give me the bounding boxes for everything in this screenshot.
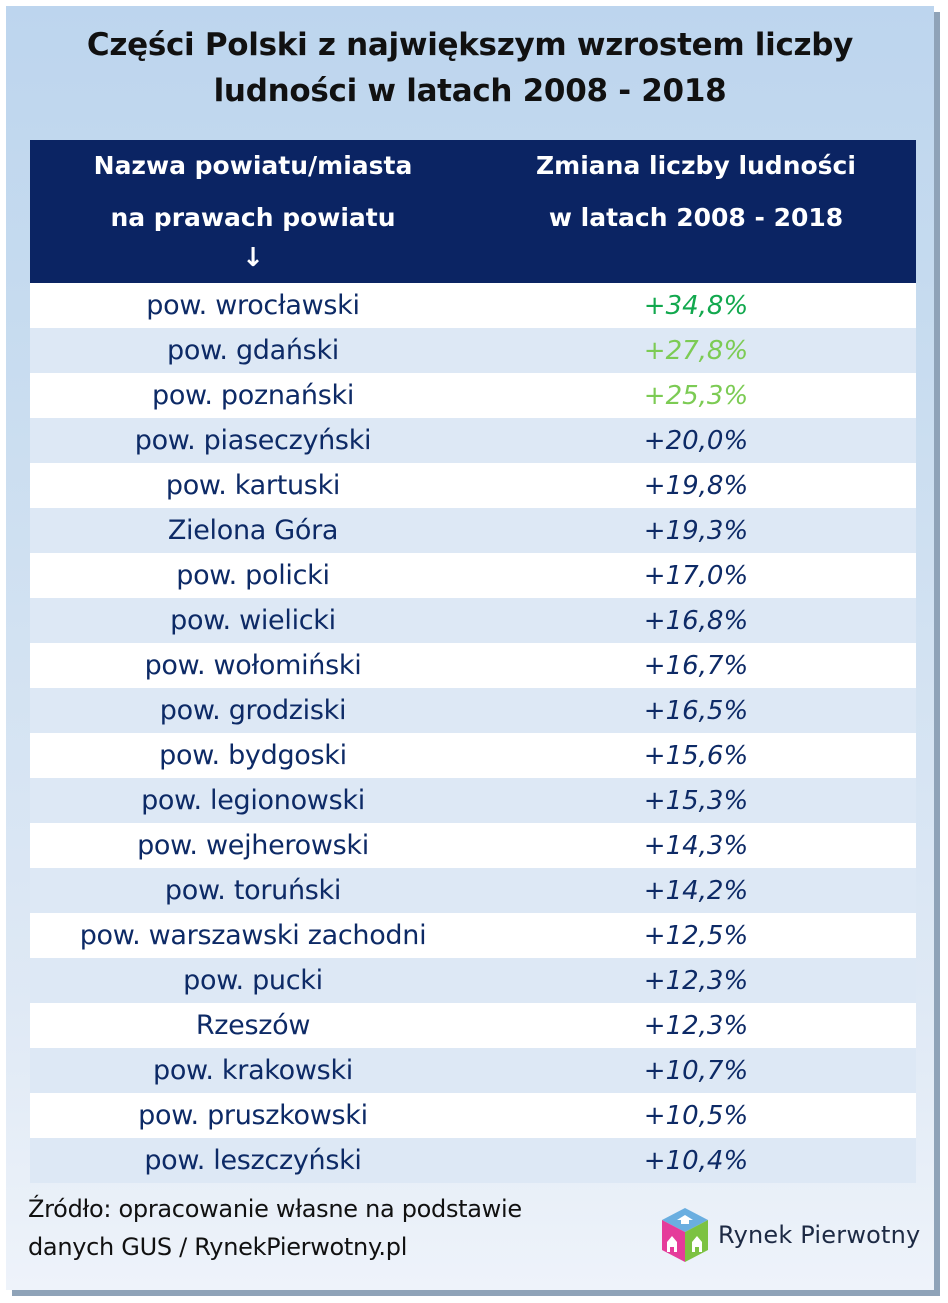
table-row: pow. piaseczyński +20,0% <box>30 418 916 463</box>
region-name: pow. poznański <box>151 380 355 411</box>
population-change-value: +19,8% <box>643 470 749 501</box>
population-change-value: +14,2% <box>643 875 749 906</box>
header-name-column: Nazwa powiatu/miasta na prawach powiatu … <box>30 140 476 276</box>
population-change-value: +14,3% <box>643 830 749 861</box>
population-change-value: +10,7% <box>643 1055 749 1086</box>
population-change-value: +19,3% <box>643 515 749 546</box>
table-row: pow. wrocławski +34,8% <box>30 283 916 328</box>
table-row: pow. krakowski +10,7% <box>30 1048 916 1093</box>
table-row: pow. grodziski +16,5% <box>30 688 916 733</box>
population-table: Nazwa powiatu/miasta na prawach powiatu … <box>30 140 916 1183</box>
table-row: pow. legionowski +15,3% <box>30 778 916 823</box>
rynek-pierwotny-logo: Rynek Pierwotny <box>660 1206 920 1264</box>
region-name: pow. grodziski <box>159 695 347 726</box>
region-name: pow. krakowski <box>153 1055 353 1086</box>
population-change-value: +17,0% <box>643 560 749 591</box>
population-change-value: +16,7% <box>643 650 749 681</box>
cube-houses-icon <box>662 1208 708 1262</box>
table-header: Nazwa powiatu/miasta na prawach powiatu … <box>30 140 916 283</box>
table-row: pow. pruszkowski +10,5% <box>30 1093 916 1138</box>
table-row: pow. bydgoski +15,6% <box>30 733 916 778</box>
region-name: pow. piaseczyński <box>134 425 372 456</box>
population-change-value: +16,5% <box>643 695 749 726</box>
region-name: pow. kartuski <box>165 470 341 501</box>
table-row: pow. gdański +27,8% <box>30 328 916 373</box>
title-line-1: Części Polski z największym wzrostem lic… <box>86 27 854 63</box>
table-row: Rzeszów +12,3% <box>30 1003 916 1048</box>
region-name: pow. leszczyński <box>144 1145 362 1176</box>
source-line-1: Źródło: opracowanie własne na podstawie <box>28 1195 522 1223</box>
region-name: pow. policki <box>176 560 330 591</box>
source-note: Źródło: opracowanie własne na podstawie … <box>28 1190 522 1266</box>
region-name: pow. warszawski zachodni <box>79 920 427 951</box>
table-row: pow. wielicki +16,8% <box>30 598 916 643</box>
page-title: Części Polski z największym wzrostem lic… <box>0 22 940 114</box>
population-change-value: +12,5% <box>643 920 749 951</box>
header-change-line-2: w latach 2008 - 2018 <box>548 203 844 232</box>
population-change-value: +15,6% <box>643 740 749 771</box>
population-change-value: +27,8% <box>643 335 749 366</box>
population-change-value: +12,3% <box>643 1010 749 1041</box>
population-change-value: +20,0% <box>643 425 749 456</box>
population-change-value: +12,3% <box>643 965 749 996</box>
header-change-column: Zmiana liczby ludności w latach 2008 - 2… <box>476 140 916 244</box>
table-row: pow. leszczyński +10,4% <box>30 1138 916 1183</box>
logo-text: Rynek Pierwotny <box>718 1221 921 1249</box>
region-name: pow. legionowski <box>141 785 365 816</box>
arrow-down-icon: ↓ <box>242 243 264 273</box>
table-row: pow. warszawski zachodni +12,5% <box>30 913 916 958</box>
table-row: pow. kartuski +19,8% <box>30 463 916 508</box>
population-change-value: +15,3% <box>643 785 749 816</box>
region-name: pow. bydgoski <box>159 740 347 771</box>
population-change-value: +16,8% <box>643 605 749 636</box>
header-name-line-1: Nazwa powiatu/miasta <box>93 151 413 180</box>
region-name: pow. wołomiński <box>144 650 362 681</box>
title-line-2: ludności w latach 2008 - 2018 <box>213 73 727 109</box>
table-row: pow. policki +17,0% <box>30 553 916 598</box>
population-change-value: +25,3% <box>643 380 749 411</box>
region-name: pow. wejherowski <box>137 830 369 861</box>
population-change-value: +10,4% <box>643 1145 749 1176</box>
region-name: pow. pucki <box>183 965 323 996</box>
region-name: Rzeszów <box>195 1010 311 1041</box>
population-change-value: +34,8% <box>643 290 749 321</box>
table-row: pow. toruński +14,2% <box>30 868 916 913</box>
table-row: pow. pucki +12,3% <box>30 958 916 1003</box>
header-change-line-1: Zmiana liczby ludności <box>536 151 856 180</box>
region-name: pow. gdański <box>167 335 339 366</box>
table-row: pow. wołomiński +16,7% <box>30 643 916 688</box>
source-line-2: danych GUS / RynekPierwotny.pl <box>28 1233 408 1261</box>
population-change-value: +10,5% <box>643 1100 749 1131</box>
region-name: pow. wrocławski <box>146 290 360 321</box>
region-name: pow. pruszkowski <box>138 1100 368 1131</box>
region-name: Zielona Góra <box>167 515 339 546</box>
header-name-line-2: na prawach powiatu <box>110 203 396 232</box>
table-row: Zielona Góra +19,3% <box>30 508 916 553</box>
table-row: pow. wejherowski +14,3% <box>30 823 916 868</box>
region-name: pow. toruński <box>164 875 342 906</box>
table-row: pow. poznański +25,3% <box>30 373 916 418</box>
region-name: pow. wielicki <box>170 605 336 636</box>
table-body: pow. wrocławski +34,8% pow. gdański +27,8% p… <box>30 283 916 1183</box>
